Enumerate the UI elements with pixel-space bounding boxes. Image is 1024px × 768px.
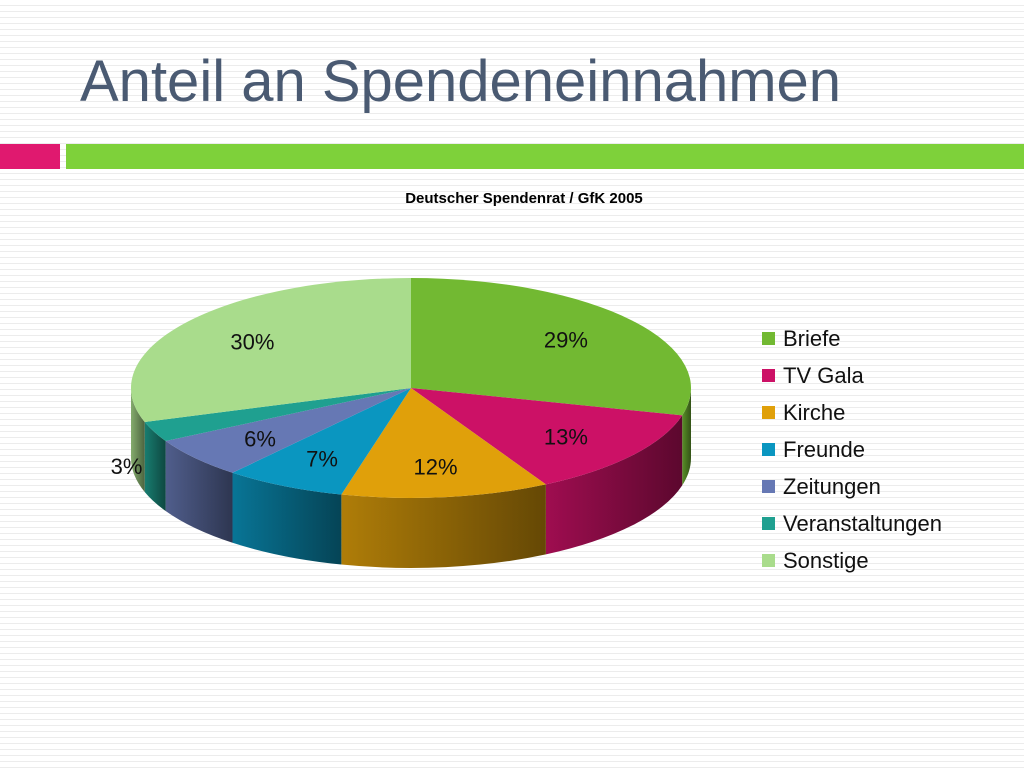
legend-label-freunde: Freunde [783,436,865,462]
pie-side-tv-gala [545,415,683,555]
legend-swatch-freunde [762,443,775,456]
pie-side-kirche [341,484,546,568]
legend-swatch-sonstige [762,554,775,567]
legend-item-zeitungen: Zeitungen [762,468,942,505]
pie-slice-freunde [232,388,411,495]
legend-item-kirche: Kirche [762,394,942,431]
legend-label-kirche: Kirche [783,399,846,425]
data-label-briefe: 29% [544,327,588,352]
pie-slice-briefe [411,278,692,416]
data-label-kirche: 12% [414,455,458,480]
legend-swatch-veranstaltungen [762,517,775,530]
pie-side-sonstige [131,388,145,492]
accent-bar-green [66,144,1024,169]
chart-title: Deutscher Spendenrat / GfK 2005 [405,190,643,207]
pie-side-veranstaltungen [144,421,166,511]
pie-slice-zeitungen [165,388,411,473]
legend-swatch-tv-gala [762,369,775,382]
pie-data-labels: 29% 13% 12% 7% 6% 3% 30% [111,327,588,479]
pie-slice-kirche [341,388,546,498]
data-label-freunde: 7% [306,447,338,472]
legend-item-veranstaltungen: Veranstaltungen [762,505,942,542]
pie-slice-sonstige [130,278,411,422]
data-label-tv-gala: 13% [544,425,588,450]
pie-slice-tv-gala [411,388,683,485]
pie-top-faces [130,278,692,498]
slide-title: Anteil an Spendeneinnahmen [80,49,842,114]
data-label-zeitungen: 6% [244,426,276,451]
legend-swatch-briefe [762,332,775,345]
legend-label-sonstige: Sonstige [783,547,869,573]
legend-item-sonstige: Sonstige [762,542,942,579]
legend-label-zeitungen: Zeitungen [783,473,881,499]
data-label-veranstaltungen: 3% [111,454,143,479]
legend: Briefe TV Gala Kirche Freunde Zeitungen Veran… [762,320,942,579]
legend-item-briefe: Briefe [762,320,942,357]
pie-side-walls [131,388,691,568]
pie-side-freunde [232,472,342,565]
accent-bar-pink [0,144,60,169]
pie-side-zeitungen [165,440,233,543]
legend-item-freunde: Freunde [762,431,942,468]
legend-swatch-zeitungen [762,480,775,493]
legend-swatch-kirche [762,406,775,419]
pie-slice-veranstaltungen [144,388,412,441]
pie-side-briefe [682,388,691,486]
legend-label-tv-gala: TV Gala [783,362,864,388]
data-label-sonstige: 30% [230,329,274,354]
legend-item-tv-gala: TV Gala [762,357,942,394]
legend-label-briefe: Briefe [783,325,841,351]
legend-label-veranstaltungen: Veranstaltungen [783,510,943,536]
